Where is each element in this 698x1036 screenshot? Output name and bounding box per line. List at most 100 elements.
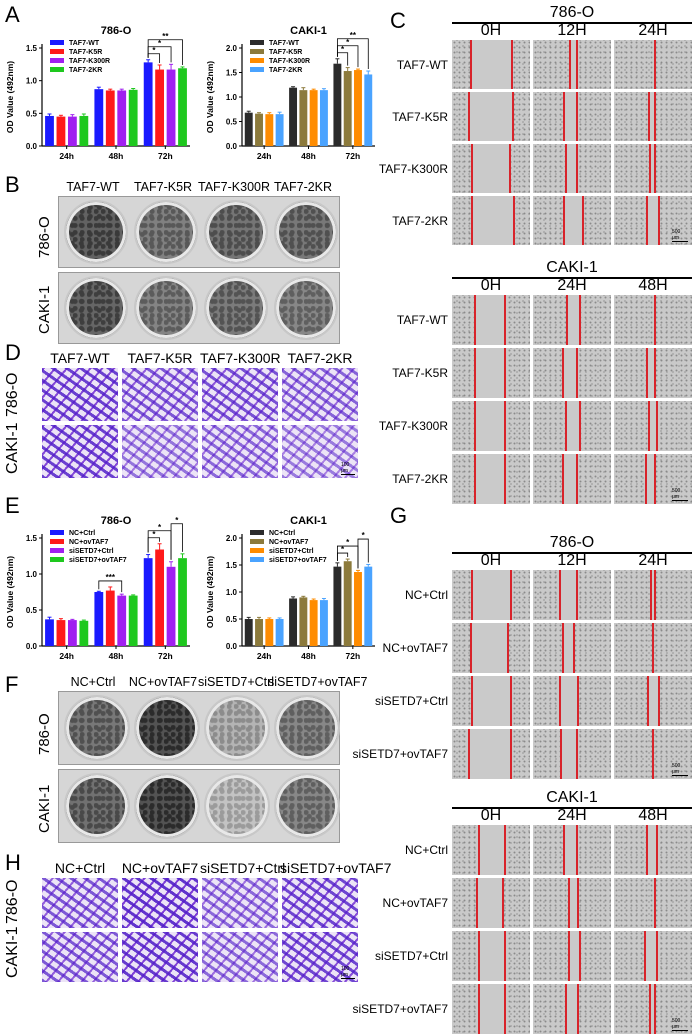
x-tick-label: 24h — [257, 651, 272, 661]
significance-marker: * — [346, 38, 350, 47]
row-label: TAF7-K5R — [392, 109, 448, 124]
wound-image — [533, 92, 611, 141]
bar — [105, 590, 115, 646]
wound-image — [533, 348, 611, 398]
row-label: NC+ovTAF7 — [382, 896, 448, 910]
bar — [94, 592, 104, 646]
time-point-label: 0H — [480, 22, 502, 39]
scratch-gap — [568, 931, 580, 981]
wound-image — [452, 570, 530, 620]
x-tick-label: 24h — [59, 651, 74, 661]
significance-marker: ** — [350, 31, 357, 40]
chart-title: 786-O — [101, 515, 132, 527]
bar-chart-a-caki1: CAKI-1 0.0 0.5 1.0 1.5 2.0 OD Value (492nm) 24h… — [205, 25, 375, 161]
column-label: TAF7-K5R — [127, 350, 193, 366]
column-label: NC+ovTAF7 — [121, 860, 199, 876]
bar — [244, 619, 253, 646]
transwell-image — [122, 368, 198, 421]
column-label: TAF7-K5R — [133, 180, 193, 194]
scratch-gap — [565, 144, 577, 193]
wound-edge-line — [504, 348, 507, 398]
wound-edge-line — [474, 348, 477, 398]
bar — [289, 87, 298, 146]
legend-label: NC+Ctrl — [69, 530, 95, 537]
legend-label: siSETD7+Ctrl — [69, 548, 114, 555]
time-point-label: 12H — [557, 552, 587, 569]
scratch-gap — [562, 623, 574, 673]
scratch-gap — [649, 144, 656, 193]
wound-edge-line — [563, 92, 566, 141]
bar — [105, 90, 115, 146]
colony-dish — [204, 200, 268, 264]
transwell-image — [202, 425, 278, 478]
cell-line-header: CAKI-1 — [546, 789, 598, 806]
wound-edge-line — [575, 729, 578, 779]
scale-bar: 100 μm — [341, 966, 355, 979]
y-tick-label: 1.0 — [226, 588, 238, 597]
wound-image — [614, 878, 692, 928]
wound-image — [452, 676, 530, 726]
time-point-label: 0H — [480, 552, 502, 569]
scratch-gap — [648, 676, 660, 726]
column-label: NC+Ctrl — [70, 675, 116, 689]
scratch-gap — [564, 92, 577, 141]
column-label: siSETD7+Ctrl — [200, 860, 286, 876]
y-tick-label: 1.0 — [26, 77, 38, 86]
wound-edge-line — [504, 401, 507, 451]
wound-edge-line — [477, 825, 480, 875]
wound-edge-line — [581, 196, 584, 245]
scratch-gap — [564, 825, 577, 875]
y-axis-label: OD Value (492nm) — [205, 556, 215, 628]
legend-swatch — [50, 557, 64, 562]
bar — [354, 572, 362, 646]
wound-image — [614, 40, 692, 89]
bar — [309, 90, 318, 146]
transwell-image — [282, 878, 358, 928]
bar — [117, 90, 127, 146]
bar — [79, 620, 89, 646]
wound-edge-line — [563, 196, 566, 245]
wound-image — [533, 676, 611, 726]
bar — [275, 114, 284, 146]
scratch-gap — [565, 984, 579, 1034]
bar — [343, 561, 352, 646]
bar — [45, 619, 54, 646]
row-label: TAF7-2KR — [392, 213, 448, 228]
colony-dish — [64, 200, 128, 264]
bar — [265, 114, 274, 146]
wound-edge-line — [654, 92, 657, 141]
column-label: siSETD7+ovTAF7 — [268, 675, 368, 689]
transwell-panel-h: NC+Ctrl NC+ovTAF7 siSETD7+Ctrl siSETD7+ovTA… — [4, 860, 391, 982]
wound-image — [452, 729, 530, 779]
wound-image — [452, 454, 530, 504]
significance-marker: *** — [106, 573, 116, 582]
wound-image — [452, 825, 530, 875]
wound-edge-line — [564, 984, 567, 1034]
legend-label: TAF7-K5R — [69, 49, 102, 56]
bar — [255, 113, 263, 146]
wound-edge-line — [560, 729, 563, 779]
colony-dish — [134, 773, 200, 839]
legend-swatch — [250, 539, 264, 544]
transwell-image: 100 μm — [282, 425, 358, 478]
y-tick-label: 0.0 — [26, 642, 38, 651]
y-tick-label: 1.5 — [26, 44, 38, 53]
time-point-label: 48H — [638, 807, 668, 824]
y-tick-label: 0.5 — [226, 615, 238, 624]
bar — [289, 598, 298, 646]
wound-edge-line — [474, 295, 477, 345]
bar — [117, 595, 127, 646]
bar — [128, 89, 138, 146]
y-tick-label: 0.0 — [26, 142, 38, 151]
panel-label-a: A — [5, 2, 20, 27]
wound-image — [452, 401, 530, 451]
wound-image — [533, 144, 611, 193]
wound-edge-line — [653, 878, 656, 928]
wound-edge-line — [510, 676, 513, 726]
scratch-gap — [565, 401, 580, 451]
significance-marker: * — [152, 46, 156, 55]
cell-line-header: CAKI-1 — [546, 259, 598, 276]
bar — [79, 115, 89, 146]
legend-swatch — [50, 67, 64, 72]
bar — [333, 63, 342, 146]
